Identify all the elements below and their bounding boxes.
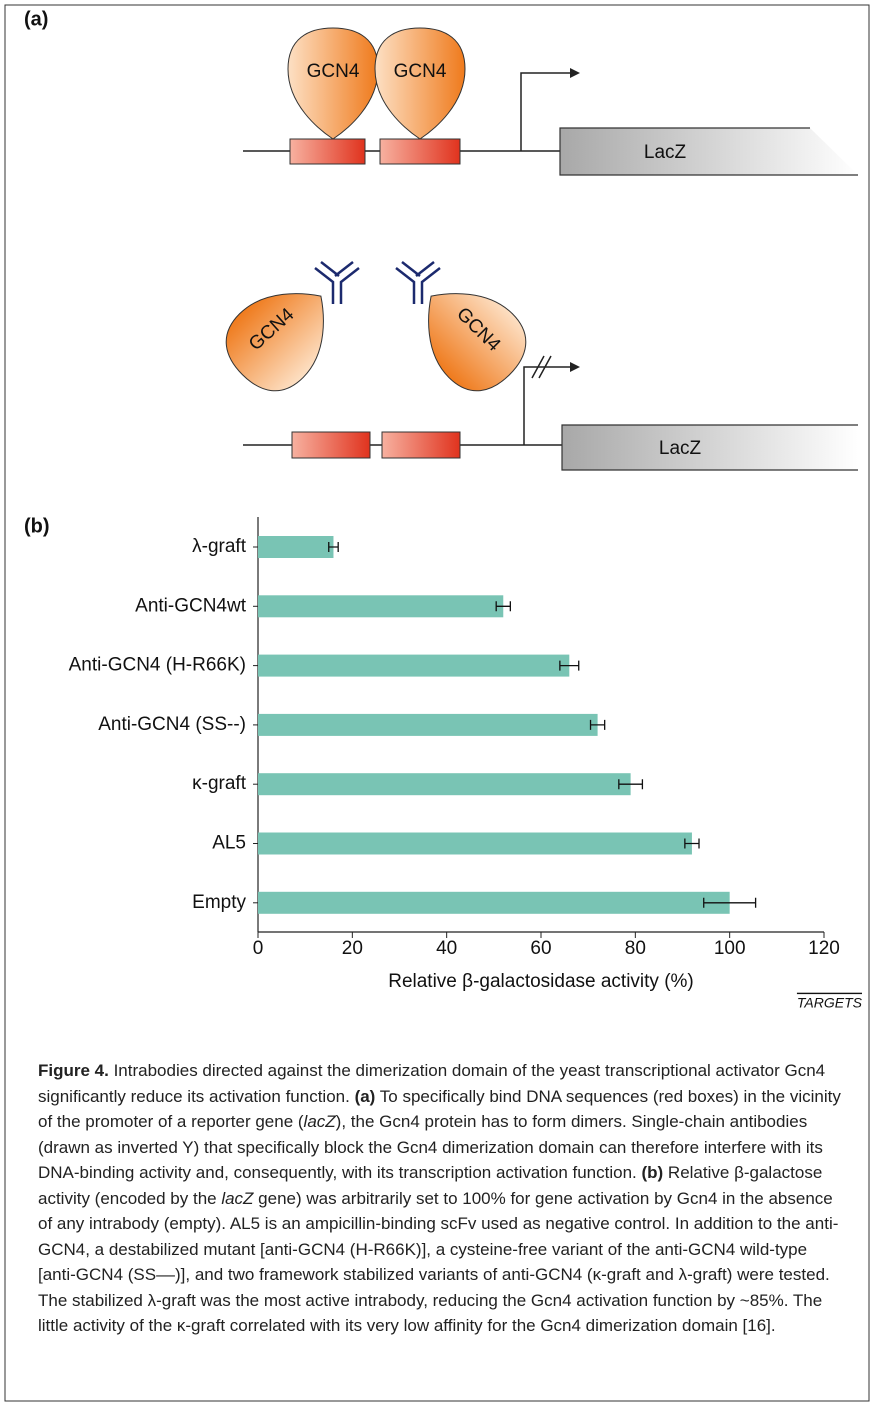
y-tick-label: λ-graft [192, 536, 247, 557]
x-tick-label: 120 [808, 938, 840, 959]
source-label: TARGETS [797, 995, 863, 1011]
bar [258, 833, 692, 855]
y-tick-label: Anti-GCN4 (H-R66K) [69, 655, 246, 676]
bar [258, 655, 569, 677]
diagram-top [243, 28, 858, 175]
y-tick-label: AL5 [212, 833, 246, 854]
diagram-bottom [211, 262, 858, 470]
y-tick-label: κ-graft [192, 773, 247, 794]
protein-label: GCN4 [394, 61, 447, 82]
caption-run: (b) [641, 1163, 663, 1182]
bar [258, 536, 333, 558]
caption-run: (a) [355, 1087, 376, 1106]
panel-label: (b) [24, 515, 50, 537]
panel-label: (a) [24, 8, 48, 30]
bar [258, 595, 503, 617]
bar [258, 892, 730, 914]
x-tick-label: 100 [714, 938, 746, 959]
y-tick-label: Anti-GCN4 (SS--) [98, 714, 246, 735]
caption-run: lacZ [304, 1112, 336, 1131]
reporter-label: LacZ [644, 142, 687, 163]
caption-run: Figure 4. [38, 1061, 109, 1080]
protein-label: GCN4 [307, 61, 360, 82]
x-tick-label: 0 [253, 938, 264, 959]
figure: (a) GCN4 GCN4 LacZ GCN4 GCN4 LacZ (b) Re… [0, 0, 874, 1406]
bar [258, 773, 631, 795]
caption-run: lacZ [221, 1189, 253, 1208]
x-axis-title: Relative β-galactosidase activity (%) [388, 971, 694, 992]
caption-run: gene) was arbitrarily set to 100% for ge… [38, 1189, 838, 1336]
caption: Figure 4. Intrabodies directed against t… [38, 1058, 846, 1339]
y-tick-label: Empty [192, 892, 246, 913]
reporter-label: LacZ [659, 438, 702, 459]
y-tick-label: Anti-GCN4wt [135, 595, 247, 616]
x-tick-label: 80 [625, 938, 646, 959]
x-tick-label: 60 [530, 938, 551, 959]
x-tick-label: 40 [436, 938, 457, 959]
x-tick-label: 20 [342, 938, 363, 959]
bar [258, 714, 598, 736]
